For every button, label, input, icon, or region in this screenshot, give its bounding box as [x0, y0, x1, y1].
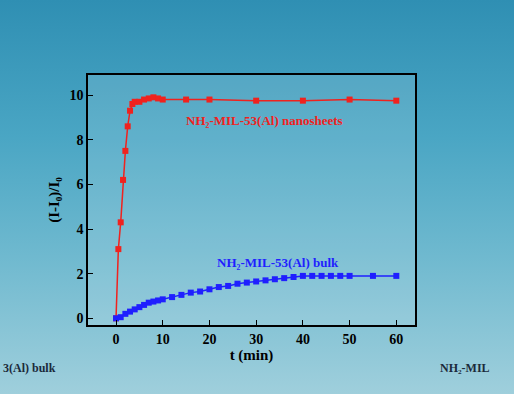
svg-text:6: 6 — [76, 177, 83, 192]
svg-text:NH₂-MIL-53(Al) nanosheets: NH₂-MIL-53(Al) nanosheets — [186, 113, 343, 128]
svg-text:50: 50 — [343, 332, 357, 347]
svg-text:8: 8 — [76, 133, 83, 148]
svg-text:NH₂-MIL-53(Al) bulk: NH₂-MIL-53(Al) bulk — [217, 255, 339, 270]
svg-text:40: 40 — [296, 332, 310, 347]
svg-text:0: 0 — [76, 311, 83, 326]
svg-text:0: 0 — [113, 332, 120, 347]
svg-text:10: 10 — [156, 332, 170, 347]
svg-text:3(Al) bulk: 3(Al) bulk — [3, 361, 56, 375]
svg-text:4: 4 — [76, 222, 83, 237]
svg-text:2: 2 — [76, 267, 83, 282]
svg-text:60: 60 — [389, 332, 403, 347]
svg-text:NH₂-MIL: NH₂-MIL — [440, 361, 490, 375]
svg-text:30: 30 — [249, 332, 263, 347]
svg-text:10: 10 — [69, 88, 83, 103]
svg-text:(I-I₀)/I₀: (I-I₀)/I₀ — [46, 177, 63, 223]
svg-text:t (min): t (min) — [230, 347, 274, 364]
svg-text:20: 20 — [202, 332, 216, 347]
